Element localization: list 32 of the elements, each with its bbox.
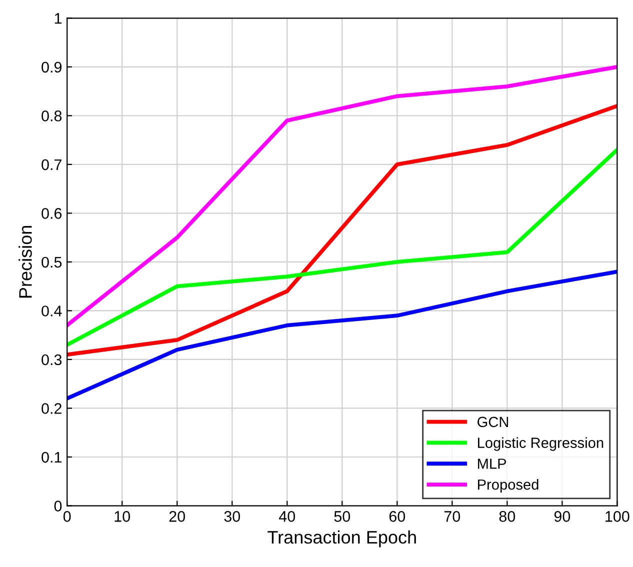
y-tick-label: 0.8 <box>42 110 62 122</box>
y-tick-label: 1 <box>54 13 62 24</box>
line-series <box>67 104 618 357</box>
x-tick-label: 10 <box>114 511 130 522</box>
x-tick-label: 40 <box>278 511 296 522</box>
y-tick-label: 0.1 <box>42 452 62 463</box>
line-series <box>67 64 618 328</box>
line-series <box>67 270 618 400</box>
y-tick-label: 0.4 <box>42 306 62 316</box>
x-tick-label: 50 <box>334 511 350 522</box>
x-axis-title: Transaction Epoch <box>268 530 416 548</box>
x-tick-label: 0 <box>63 511 71 522</box>
legend-label: GCN <box>478 416 508 428</box>
x-tick-label: 100 <box>606 511 630 522</box>
y-tick-label: 0.5 <box>42 256 62 268</box>
x-tick-label: 20 <box>169 511 186 522</box>
y-tick-label: 0 <box>54 500 62 512</box>
legend-label: MLP <box>478 458 506 469</box>
legend-label: Logistic Regression <box>478 437 604 451</box>
y-tick-label: 0.9 <box>42 62 62 73</box>
y-tick-label: 0.2 <box>42 403 62 414</box>
x-tick-label: 60 <box>389 511 406 522</box>
x-tick-label: 90 <box>554 511 570 522</box>
y-tick-label: 0.7 <box>42 159 62 170</box>
legend-label: Proposed <box>478 479 538 493</box>
x-tick-label: 30 <box>224 511 240 522</box>
line-series <box>67 148 618 347</box>
y-tick-label: 0.6 <box>42 208 62 219</box>
x-tick-label: 80 <box>499 511 516 522</box>
x-tick-label: 70 <box>444 511 460 522</box>
y-tick-label: 0.3 <box>42 354 62 366</box>
y-axis-title: Precision <box>18 226 32 298</box>
